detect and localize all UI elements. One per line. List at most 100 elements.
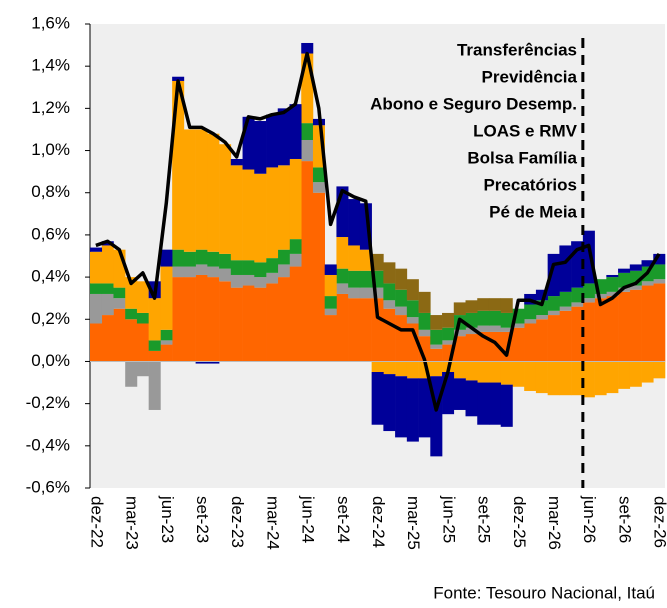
bar-segment <box>312 167 325 183</box>
bar-segment <box>406 279 419 301</box>
bar-segment <box>653 361 666 379</box>
bar-segment <box>242 274 255 286</box>
bar-segment <box>371 298 384 362</box>
x-tick-label: mar-24 <box>263 496 282 550</box>
bar-segment <box>641 361 654 383</box>
bar-segment <box>183 277 196 362</box>
bar-segment <box>383 262 396 284</box>
bar-segment <box>618 361 631 389</box>
bar-segment <box>371 361 384 372</box>
bar-segment <box>430 348 443 362</box>
y-tick-label: -0,6% <box>26 477 70 496</box>
legend-entry: LOAS e RMV <box>473 121 578 140</box>
bar-segment <box>207 361 220 364</box>
bar-segment <box>653 283 666 362</box>
legend-entry: Precatórios <box>483 175 577 194</box>
bar-segment <box>336 283 349 294</box>
bar-segment <box>101 283 114 294</box>
bar-segment <box>207 133 220 252</box>
bar-segment <box>418 312 431 330</box>
x-tick-label: set-26 <box>615 496 634 543</box>
bar-segment <box>547 296 560 311</box>
bar-segment <box>582 283 595 299</box>
y-tick-label: -0,2% <box>26 393 70 412</box>
bar-segment <box>230 274 243 288</box>
bar-segment <box>488 382 502 425</box>
bar-segment <box>453 329 466 337</box>
bar-segment <box>277 108 290 166</box>
bar-segment <box>301 161 314 362</box>
x-tick-label: dez-22 <box>87 496 106 548</box>
bar-segment <box>535 361 548 394</box>
bar-segment <box>547 361 560 396</box>
bar-segment <box>289 253 302 267</box>
bar-segment <box>113 287 126 299</box>
bar-segment <box>266 114 279 168</box>
bar-segment <box>348 245 361 271</box>
bar-segment <box>90 283 103 294</box>
bar-segment <box>559 361 572 396</box>
bar-segment <box>606 361 619 394</box>
bar-segment <box>172 249 185 267</box>
bar-segment <box>125 319 138 362</box>
bar-segment <box>500 298 513 313</box>
bar-segment <box>453 302 466 316</box>
bar-segment <box>653 253 666 265</box>
bar-segment <box>324 308 337 316</box>
bar-segment <box>477 298 490 311</box>
bar-segment <box>582 361 595 398</box>
bar-segment <box>148 298 161 341</box>
bar-segment <box>582 302 595 362</box>
y-tick-label: 1,6% <box>31 13 70 32</box>
bar-segment <box>524 361 537 391</box>
bar-segment <box>371 253 384 271</box>
bar-segment <box>488 361 502 383</box>
bar-segment <box>125 361 138 387</box>
bar-segment <box>207 251 220 267</box>
bar-segment <box>207 266 220 278</box>
bar-segment <box>383 308 396 362</box>
bar-segment <box>348 287 361 299</box>
bar-segment <box>395 376 408 438</box>
bar-segment <box>559 245 572 292</box>
bar-segment <box>418 329 431 337</box>
bar-segment <box>453 378 466 410</box>
bar-segment <box>301 140 314 162</box>
bar-segment <box>242 285 255 362</box>
bar-segment <box>277 249 290 265</box>
bar-segment <box>406 317 419 324</box>
bar-segment <box>606 277 619 292</box>
bar-segment <box>336 237 349 269</box>
bar-segment <box>242 260 255 275</box>
bar-segment <box>160 344 173 362</box>
bar-segment <box>383 300 396 309</box>
bar-segment <box>465 327 478 335</box>
bar-segment <box>359 270 372 288</box>
bar-segment <box>371 372 384 425</box>
bar-segment <box>418 291 431 313</box>
bar-segment <box>629 264 642 271</box>
bar-segment <box>359 287 372 299</box>
bar-segment <box>254 287 267 362</box>
bar-segment <box>266 283 279 362</box>
bar-segment <box>524 323 537 362</box>
bar-segment <box>442 340 455 345</box>
bar-segment <box>336 293 349 362</box>
bar-segment <box>559 291 572 307</box>
bar-segment <box>101 245 114 284</box>
bar-segment <box>442 372 455 415</box>
bar-segment <box>383 374 396 432</box>
y-tick-label: 0,6% <box>31 224 70 243</box>
bar-segment <box>547 310 560 316</box>
bar-segment <box>524 304 537 320</box>
bar-segment <box>277 165 290 250</box>
bar-segment <box>477 361 490 383</box>
bar-segment <box>465 361 478 381</box>
bar-segment <box>230 158 243 166</box>
x-tick-label: set-23 <box>193 496 212 543</box>
bar-segment <box>183 129 196 252</box>
y-tick-label: 0,2% <box>31 309 70 328</box>
bar-segment <box>512 361 525 387</box>
x-tick-label: set-24 <box>334 496 353 543</box>
bar-segment <box>336 268 349 284</box>
